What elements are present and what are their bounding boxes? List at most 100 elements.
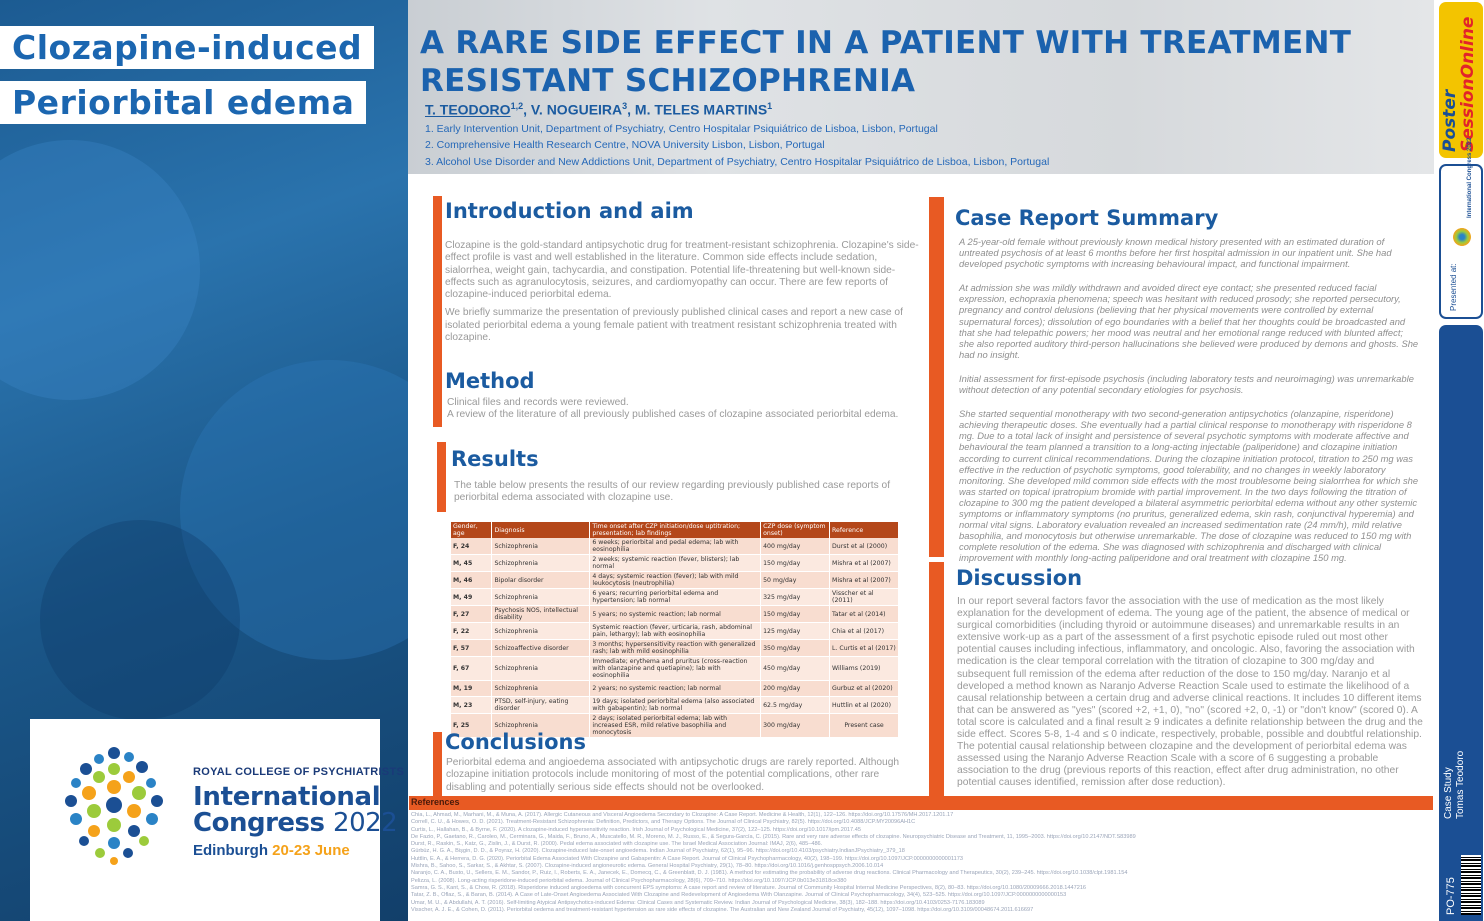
table-cell: 3 months; hypersensitivity reaction with… xyxy=(589,639,762,657)
reference-item: Durst, R., Raskin, S., Katz, G., Zislin,… xyxy=(411,841,823,848)
table-cell: F, 24 xyxy=(451,538,493,555)
table-cell: F, 57 xyxy=(451,639,493,657)
reference-item: Visscher, A. J. E., & Cohen, D. (2011). … xyxy=(411,906,1034,913)
method-body: Clinical files and records were reviewed… xyxy=(447,397,917,422)
references-list: Chia, L., Ahmad, M., Marhani, M., & Muna… xyxy=(411,812,1431,914)
column-header: Diagnosis xyxy=(491,522,591,538)
table-cell: Mishra et al (2007) xyxy=(829,571,899,589)
affiliation-1: 1. Early Intervention Unit, Department o… xyxy=(425,123,938,135)
table-cell: 6 weeks; periorbital and pedal edema; la… xyxy=(589,538,762,555)
logo-city: Edinburgh xyxy=(193,842,268,859)
table-cell: Present case xyxy=(829,713,899,738)
table-cell: 450 mg/day xyxy=(760,656,831,681)
table-cell: 300 mg/day xyxy=(760,713,831,738)
background-blur xyxy=(40,520,240,720)
table-row: F, 57 Schizoaffective disorder 3 months; h… xyxy=(451,639,899,657)
case-paragraph: A 25-year-old female without previously … xyxy=(959,236,1392,270)
mini-congress-logo-icon xyxy=(1453,228,1471,246)
results-table-body: F, 24 Schizophrenia 6 weeks; periorbital a… xyxy=(451,538,899,738)
table-cell: Schizophrenia xyxy=(491,656,591,681)
logo-congress: Congress xyxy=(193,808,325,838)
table-cell: Systemic reaction (fever, urticaria, ras… xyxy=(589,622,762,640)
results-title: Results xyxy=(451,447,539,471)
logo-city-dates: Edinburgh 20-23 June xyxy=(193,842,378,859)
conclusions-body: Periorbital edema and angioedema associa… xyxy=(446,757,900,793)
column-header: Time onset after CZP initiation/dose upt… xyxy=(589,522,762,538)
table-cell: M, 46 xyxy=(451,571,493,589)
table-row: F, 22 Schizophrenia Systemic reaction (fev… xyxy=(451,622,899,640)
intro-paragraph: We briefly summarize the presentation of… xyxy=(445,307,903,344)
case-report-bar xyxy=(929,197,944,557)
reference-item: Gürbüz, H. G. A., Bişgin, D. D., & Poyra… xyxy=(411,848,905,855)
table-cell: Williams (2019) xyxy=(829,656,899,681)
reference-item: Mishra, B., Sahoo, S., Sarkar, S., & Akh… xyxy=(411,863,884,870)
table-cell: 2 days; isolated periorbital edema; lab … xyxy=(589,713,762,738)
table-cell: Huttlin et al (2020) xyxy=(829,696,899,714)
table-cell: M, 19 xyxy=(451,680,493,697)
table-cell: Schizophrenia xyxy=(491,680,591,697)
author-sup: 3 xyxy=(622,101,628,111)
references-label: References xyxy=(411,797,460,807)
reference-item: Naranjo, C. A., Busto, U., Sellers, E. M… xyxy=(411,870,1128,877)
results-intro: The table below presents the results of … xyxy=(454,480,891,504)
table-cell: Schizophrenia xyxy=(491,554,591,572)
reference-item: Curtis, L., Hallahan, B., & Byrne, F. (2… xyxy=(411,826,861,833)
intro-bar xyxy=(433,196,442,374)
background-blur xyxy=(180,360,408,660)
reference-item: Tatar, Z. B., Oflaz, S., & Baran, B. (20… xyxy=(411,892,1067,899)
table-cell: 62.5 mg/day xyxy=(760,696,831,714)
references-bar xyxy=(409,796,1433,810)
reference-item: Samra, G. S., Kant, S., & Chow, R. (2018… xyxy=(411,884,1087,891)
table-cell: M, 49 xyxy=(451,588,493,606)
left-panel: Clozapine-induced Periorbital edema xyxy=(0,0,408,921)
table-row: M, 46 Bipolar disorder 4 days; systemic re… xyxy=(451,571,899,589)
barcode-icon xyxy=(1461,855,1481,915)
column-header: Reference xyxy=(829,522,899,538)
case-study-label: Case Study xyxy=(1443,767,1454,819)
table-cell: L. Curtis et al (2017) xyxy=(829,639,899,657)
table-row: F, 67 Schizophrenia Immediate; erythema an… xyxy=(451,656,899,681)
authors: T. TEODORO1,2, V. NOGUEIRA3, M. TELES MA… xyxy=(425,101,772,118)
reference-item: Huttlin, E. A., & Herrera, D. G. (2020).… xyxy=(411,855,963,862)
poster-title: A RARE SIDE EFFECT IN A PATIENT WITH TRE… xyxy=(420,25,1352,99)
table-cell: 325 mg/day xyxy=(760,588,831,606)
case-report-body: A 25-year-old female without previously … xyxy=(959,236,1419,576)
table-row: F, 24 Schizophrenia 6 weeks; periorbital a… xyxy=(451,538,899,555)
table-cell: Schizophrenia xyxy=(491,588,591,606)
table-cell: 400 mg/day xyxy=(760,538,831,555)
table-cell: PTSD, self-injury, eating disorder xyxy=(491,696,591,714)
table-cell: 2 weeks; systemic reaction (fever, blist… xyxy=(589,554,762,572)
column-header: CZP dose (symptom onset) xyxy=(760,522,831,538)
table-cell: Mishra et al (2007) xyxy=(829,554,899,572)
table-cell: 125 mg/day xyxy=(760,622,831,640)
poster-code: PO-775 xyxy=(1445,877,1457,915)
poster-session-text: Poster SessionOnline xyxy=(1440,17,1478,152)
table-cell: Psychosis NOS, intellectual disability xyxy=(491,605,591,623)
table-row: M, 49 Schizophrenia 6 years; recurring per… xyxy=(451,588,899,606)
table-cell: Durst et al (2000) xyxy=(829,538,899,555)
table-cell: 4 days; systemic reaction (fever); lab w… xyxy=(589,571,762,589)
table-cell: Chia et al (2017) xyxy=(829,622,899,640)
affiliation-2: 2. Comprehensive Health Research Centre,… xyxy=(425,139,825,151)
method-line: Clinical files and records were reviewed… xyxy=(447,397,629,408)
reference-item: Pelizza, L. (2008). Long-acting risperid… xyxy=(411,877,847,884)
table-cell: Tatar et al (2014) xyxy=(829,605,899,623)
table-row: F, 25 Schizophrenia 2 days; isolated perio… xyxy=(451,713,899,738)
table-cell: Schizophrenia xyxy=(491,622,591,640)
column-header: Gender, age xyxy=(451,522,493,538)
poster-header: A RARE SIDE EFFECT IN A PATIENT WITH TRE… xyxy=(408,0,1434,174)
author-sup: 1 xyxy=(767,101,773,111)
badge-poster: Poster xyxy=(1440,89,1460,152)
logo-dates: 20-23 June xyxy=(272,842,350,859)
table-header-row: Gender, age Diagnosis Time onset after C… xyxy=(451,522,899,538)
logo-line1: International xyxy=(193,782,381,812)
conclusions-title: Conclusions xyxy=(445,730,586,754)
first-author: T. TEODORO xyxy=(425,101,511,118)
conclusions-bar xyxy=(433,732,442,796)
table-cell: F, 22 xyxy=(451,622,493,640)
table-cell: 19 days; isolated periorbital edema (als… xyxy=(589,696,762,714)
poster-session-badge: Poster SessionOnline xyxy=(1439,2,1483,158)
author-3: , M. TELES MARTINS xyxy=(627,101,768,118)
reference-item: Chia, L., Ahmad, M., Marhani, M., & Muna… xyxy=(411,812,954,818)
reference-item: De Fazio, P., Gaetano, R., Caroleo, M., … xyxy=(411,833,1136,840)
